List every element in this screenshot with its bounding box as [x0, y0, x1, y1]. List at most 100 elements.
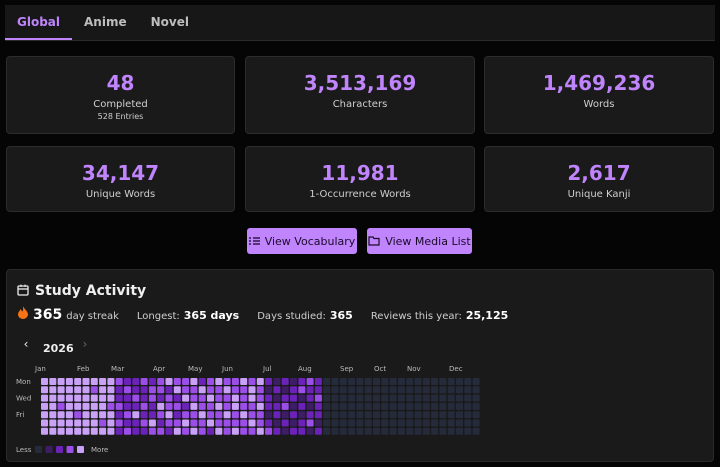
heatmap-cell: [240, 402, 248, 410]
heatmap-cell: [173, 419, 181, 427]
heatmap-cell: [298, 378, 306, 385]
heatmap-cell: [65, 378, 73, 385]
heatmap-cell: [115, 394, 123, 402]
heatmap-cell: [422, 419, 430, 427]
heatmap-cell: [414, 402, 422, 410]
heatmap-cell: [240, 378, 248, 385]
heatmap-cell: [389, 419, 397, 427]
legend-less: Less: [16, 446, 32, 454]
heatmap-cell: [348, 378, 356, 385]
heatmap-cell: [215, 411, 223, 419]
heatmap-cell: [273, 411, 281, 419]
heatmap-cell: [281, 394, 289, 402]
heatmap-cell: [115, 419, 123, 427]
heatmap-cell: [157, 378, 165, 385]
heatmap-cell: [173, 394, 181, 402]
heatmap-cell: [290, 427, 297, 435]
heatmap-cell: [140, 402, 148, 410]
heatmap-cell: [148, 411, 156, 419]
heatmap-cell: [406, 386, 414, 394]
tab[interactable]: Global: [5, 5, 73, 40]
heatmap-cell: [381, 386, 389, 394]
heatmap-cell: [281, 411, 289, 419]
button-label: View Vocabulary: [264, 234, 356, 248]
heatmap-cell: [132, 419, 140, 427]
button-label: View Media List: [385, 234, 471, 248]
heatmap-cell: [198, 419, 206, 427]
heatmap-cell: [464, 411, 472, 419]
heatmap-cell: [323, 394, 331, 402]
heatmap-cell: [265, 386, 273, 394]
heatmap-cell: [397, 386, 405, 394]
heatmap-cell: [348, 402, 356, 410]
heatmap-cell: [82, 411, 90, 419]
heatmap-cell: [456, 386, 463, 394]
heatmap-cell: [115, 378, 123, 385]
heatmap-cell: [173, 386, 181, 394]
heatmap-cell: [456, 411, 463, 419]
heatmap-cell: [207, 378, 214, 385]
heatmap-cell: [439, 378, 447, 385]
heatmap-cell: [49, 402, 57, 410]
heatmap-cell: [173, 411, 181, 419]
heatmap-cell: [306, 402, 314, 410]
heatmap-cell: [90, 419, 98, 427]
month-label: Jun: [221, 365, 233, 373]
heatmap-cell: [57, 411, 65, 419]
streak-value: 365: [33, 307, 63, 323]
heatmap-cell: [290, 402, 297, 410]
heatmap-cell: [439, 402, 447, 410]
heatmap-cell: [373, 419, 380, 427]
heatmap-cell: [65, 386, 73, 394]
stat-value: 48: [106, 71, 135, 95]
heatmap-cell: [173, 378, 181, 385]
heatmap-cell: [231, 427, 239, 435]
heatmap-cell: [298, 419, 306, 427]
heatmap-cell: [182, 378, 190, 385]
heatmap-cell: [472, 402, 480, 410]
heatmap-cell: [373, 394, 380, 402]
heatmap-cell: [82, 402, 90, 410]
heatmap-cell: [456, 402, 463, 410]
heatmap-cell: [265, 402, 273, 410]
heatmap-cell: [124, 427, 131, 435]
heatmap-cell: [231, 411, 239, 419]
longest-label: Longest:: [136, 311, 180, 322]
heatmap-cell: [381, 419, 389, 427]
heatmap-cell: [397, 402, 405, 410]
heatmap-cell: [356, 419, 364, 427]
tab[interactable]: Novel: [150, 15, 189, 29]
heatmap-cell: [447, 378, 455, 385]
heatmap-cell: [306, 378, 314, 385]
view-media-list-button[interactable]: View Media List: [367, 228, 472, 254]
tab[interactable]: Anime: [84, 15, 127, 29]
heatmap-cell: [107, 378, 115, 385]
heatmap-cell: [90, 386, 98, 394]
heatmap-cell: [373, 411, 380, 419]
streak-label: day streak: [66, 311, 119, 322]
legend-swatch: [56, 446, 63, 453]
heatmap-cell: [381, 411, 389, 419]
month-label: Jan: [34, 365, 46, 373]
heatmap-cell: [298, 427, 306, 435]
heatmap-cell: [447, 402, 455, 410]
heatmap-cell: [389, 427, 397, 435]
heatmap-cell: [148, 386, 156, 394]
view-vocabulary-button[interactable]: View Vocabulary: [247, 228, 357, 254]
reviews-value: 25,125: [465, 309, 509, 322]
heatmap-cell: [173, 427, 181, 435]
heatmap-cell: [49, 394, 57, 402]
month-label: Apr: [153, 365, 165, 373]
heatmap-cell: [439, 427, 447, 435]
heatmap-cell: [240, 419, 248, 427]
heatmap-cell: [99, 386, 107, 394]
heatmap-cell: [57, 386, 65, 394]
heatmap-cell: [306, 411, 314, 419]
heatmap-cell: [439, 394, 447, 402]
prev-year[interactable]: ‹: [24, 338, 29, 351]
heatmap-cell: [406, 378, 414, 385]
next-year[interactable]: ›: [83, 338, 88, 351]
heatmap-cell: [447, 427, 455, 435]
heatmap-cell: [422, 378, 430, 385]
heatmap-cell: [397, 394, 405, 402]
